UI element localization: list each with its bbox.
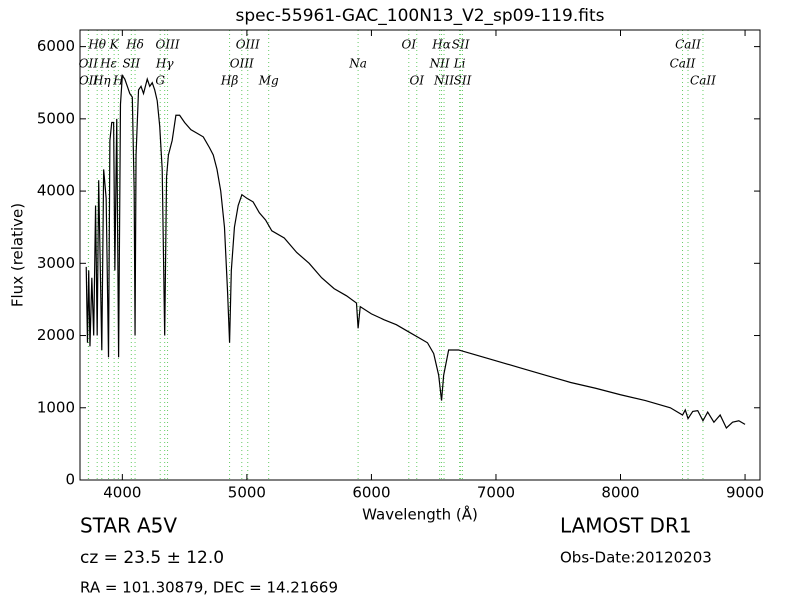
x-tick-label: 9000 <box>726 484 764 502</box>
spectral-line-label: Hε <box>99 57 117 71</box>
y-axis-label: Flux (relative) <box>9 203 27 307</box>
spectral-line-label: NII <box>429 57 450 71</box>
spectral-line-label: OIII <box>236 38 260 52</box>
spectral-line-label: Hβ <box>220 74 238 88</box>
spectral-line-label: OI <box>409 74 424 88</box>
spectrum-line <box>85 73 746 429</box>
spectral-line-label: SII <box>452 38 470 52</box>
spectral-line-label: K <box>109 38 120 52</box>
spectral-line-label: Hα <box>431 38 451 52</box>
spectral-line-label: SII <box>454 74 472 88</box>
survey: LAMOST DR1 <box>560 514 692 538</box>
object-subclass: A5V <box>137 514 177 538</box>
x-tick-label: 6000 <box>352 484 390 502</box>
spectral-line-label: NII <box>433 74 454 88</box>
x-axis-label: Wavelength (Å) <box>362 505 478 524</box>
x-tick-label: 8000 <box>601 484 639 502</box>
spectral-line-label: SII <box>122 57 140 71</box>
spectral-line-label: OIII <box>230 57 254 71</box>
spectral-line-label: CaII <box>670 57 696 71</box>
spectral-line-label: Hη <box>92 74 111 88</box>
y-tick-label: 2000 <box>37 326 75 344</box>
spectral-line-label: CaII <box>690 74 716 88</box>
spectral-line-label: Na <box>348 57 367 71</box>
spectral-line-label: Hθ <box>87 38 106 52</box>
x-tick-label: 4000 <box>103 484 141 502</box>
plot-frame <box>79 29 761 481</box>
spectral-line-label: G <box>155 74 165 88</box>
y-tick-label: 4000 <box>37 182 75 200</box>
spectral-line-label: OII <box>79 74 99 88</box>
spectral-line-label: CaII <box>675 38 701 52</box>
spectral-line-label: Mg <box>258 74 279 88</box>
y-tick-label: 1000 <box>37 398 75 416</box>
y-tick-label: 0 <box>65 471 75 489</box>
spectral-line-label: OII <box>79 57 99 71</box>
object-class: STAR <box>80 514 131 538</box>
y-tick-label: 6000 <box>37 37 75 55</box>
spectral-line-label: Hγ <box>155 57 174 71</box>
x-tick-label: 5000 <box>228 484 266 502</box>
spectral-line-label: Hδ <box>125 38 144 52</box>
spectral-line-label: OI <box>402 38 417 52</box>
spectral-line-label: Li <box>453 57 466 71</box>
chart-title: spec-55961-GAC_100N13_V2_sp09-119.fits <box>235 6 604 26</box>
spectral-line-label: OIII <box>156 38 180 52</box>
spectral-line-label: H <box>112 74 124 88</box>
x-tick-label: 7000 <box>477 484 515 502</box>
coordinates: RA = 101.30879, DEC = 14.21669 <box>80 579 338 597</box>
y-tick-label: 3000 <box>37 254 75 272</box>
redshift: cz = 23.5 ± 12.0 <box>80 548 224 568</box>
obs-date: Obs-Date:20120203 <box>560 549 712 567</box>
y-tick-label: 5000 <box>37 109 75 127</box>
